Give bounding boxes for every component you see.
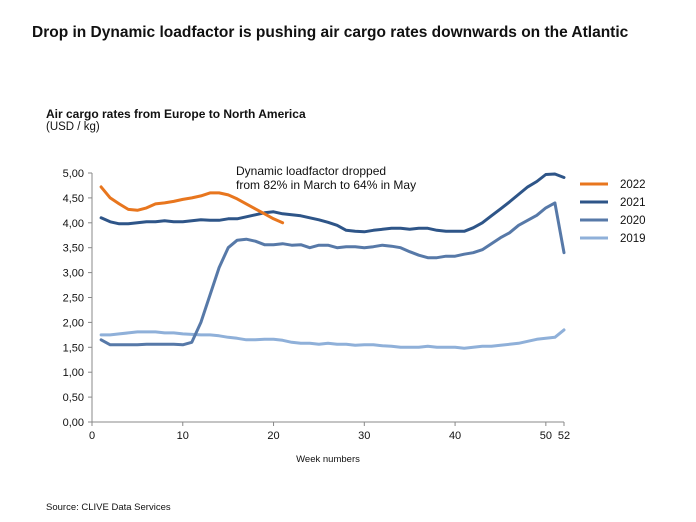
y-tick-label: 2,00	[63, 317, 84, 329]
chart-subtitle: Air cargo rates from Europe to North Ame…	[46, 107, 306, 121]
y-tick-label: 3,00	[63, 268, 84, 280]
y-tick-label: 4,00	[63, 218, 84, 230]
x-axis-title: Week numbers	[296, 454, 360, 465]
legend-label-2021: 2021	[620, 197, 646, 209]
y-tick-label: 3,50	[63, 243, 84, 255]
x-tick-label: 0	[89, 430, 95, 442]
y-tick-label: 0,50	[63, 392, 84, 404]
series-line-2020	[99, 201, 566, 347]
series-line-2019	[99, 328, 566, 350]
y-tick-label: 4,50	[63, 193, 84, 205]
annotation-line-2: from 82% in March to 64% in May	[236, 178, 417, 192]
y-axis-unit-label: (USD / kg)	[46, 121, 100, 133]
series-line-2021	[99, 172, 566, 234]
x-tick-label: 40	[449, 430, 461, 442]
legend-label-2019: 2019	[620, 233, 646, 245]
x-tick-label: 20	[267, 430, 279, 442]
series-line-2022	[99, 185, 285, 225]
y-tick-label: 1,00	[63, 367, 84, 379]
page-title: Drop in Dynamic loadfactor is pushing ai…	[32, 24, 629, 41]
annotation-line-1: Dynamic loadfactor dropped	[236, 164, 387, 178]
source-note: Source: CLIVE Data Services	[46, 502, 171, 513]
y-tick-label: 2,50	[63, 293, 84, 305]
legend-label-2022: 2022	[620, 179, 646, 191]
y-tick-label: 5,00	[63, 168, 84, 180]
x-tick-label: 10	[177, 430, 189, 442]
y-tick-label: 1,50	[63, 342, 84, 354]
y-tick-label: 0,00	[63, 417, 84, 429]
x-tick-label: 30	[358, 430, 370, 442]
x-tick-label: 50	[540, 430, 552, 442]
chart-annotation: Dynamic loadfactor dropped from 82% in M…	[236, 164, 416, 192]
legend-label-2020: 2020	[620, 215, 646, 227]
x-tick-label: 52	[558, 430, 570, 442]
